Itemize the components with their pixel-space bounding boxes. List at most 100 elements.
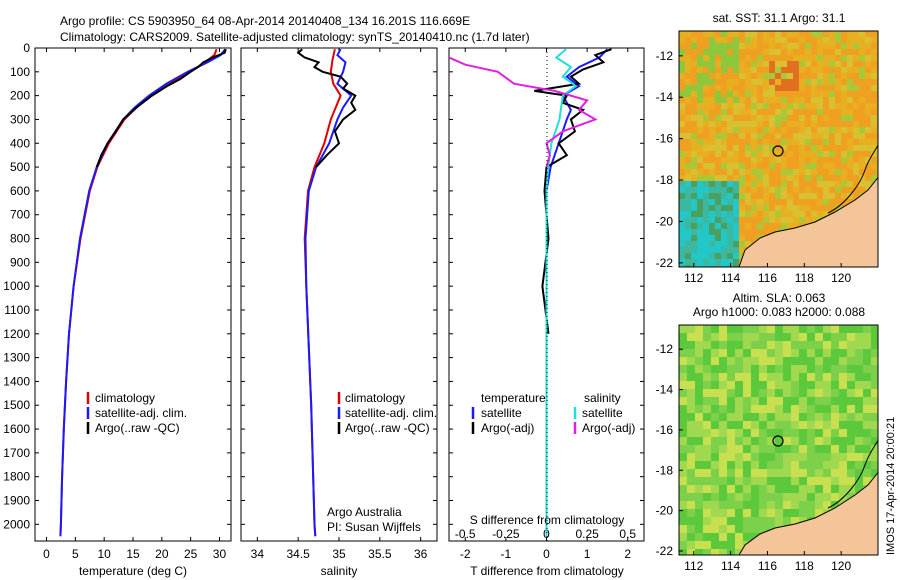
sst-cell xyxy=(745,205,751,211)
difference-series xyxy=(449,48,612,537)
sst-cell xyxy=(805,55,811,61)
sla-cell xyxy=(679,429,687,437)
sst-cell xyxy=(787,223,793,229)
sst-cell xyxy=(727,241,733,247)
sst-cell xyxy=(745,103,751,109)
sst-cell xyxy=(727,247,733,253)
sst-cell xyxy=(763,145,769,151)
sst-cell xyxy=(853,79,859,85)
sla-cell xyxy=(695,325,703,333)
sst-cell xyxy=(787,133,793,139)
sst-cell xyxy=(871,163,877,169)
sst-cell xyxy=(835,205,841,211)
sst-cell xyxy=(847,79,853,85)
sla-cell xyxy=(687,405,695,413)
sst-cell xyxy=(685,55,691,61)
sst-cell xyxy=(715,265,721,267)
sla-cell xyxy=(783,477,791,485)
sla-cell xyxy=(703,477,711,485)
sst-cell xyxy=(721,175,727,181)
sla-cell xyxy=(751,453,759,461)
sst-cell xyxy=(703,193,709,199)
sst-cell xyxy=(727,163,733,169)
sla-cell xyxy=(679,485,687,493)
sla-cell xyxy=(839,373,847,381)
sst-cell xyxy=(835,145,841,151)
sst-cell xyxy=(691,73,697,79)
sla-cell xyxy=(807,365,815,373)
sla-cell xyxy=(831,485,839,493)
sla-cell xyxy=(751,405,759,413)
sst-cell xyxy=(847,97,853,103)
sst-cell xyxy=(811,115,817,121)
sst-cell xyxy=(811,169,817,175)
sst-cell xyxy=(793,43,799,49)
sst-cell xyxy=(685,169,691,175)
sst-cell xyxy=(757,43,763,49)
sst-cell xyxy=(745,115,751,121)
sst-cell xyxy=(679,55,685,61)
sst-cell xyxy=(817,175,823,181)
sst-cell xyxy=(841,109,847,115)
sst-cell xyxy=(859,169,865,175)
sla-cell xyxy=(743,357,751,365)
sst-cell xyxy=(697,91,703,97)
sla-cell xyxy=(679,501,687,509)
sst-cell xyxy=(865,127,871,133)
difference-ticks: -2 -1 0 1 2-0.5 -0.25 0 0.25 0.5 xyxy=(449,47,644,561)
sst-cell xyxy=(745,235,751,241)
x-tick-label: 15 xyxy=(126,547,140,561)
sst-cell xyxy=(703,49,709,55)
sst-cell xyxy=(871,169,877,175)
depth-tick-label: 2000 xyxy=(3,517,30,531)
depth-tick-label: 1200 xyxy=(3,327,30,341)
sst-cell xyxy=(733,145,739,151)
sst-cell xyxy=(775,223,781,229)
sla-cell xyxy=(815,397,823,405)
sst-cell xyxy=(775,139,781,145)
sst-cell xyxy=(685,73,691,79)
sst-cell xyxy=(757,115,763,121)
sst-cell xyxy=(745,67,751,73)
sst-cell xyxy=(733,133,739,139)
sst-cell xyxy=(787,37,793,43)
salinity-xlabel: salinity xyxy=(321,564,358,578)
sst-cell xyxy=(715,163,721,169)
sst-cell xyxy=(679,181,685,187)
sla-cell xyxy=(727,333,735,341)
sst-cell xyxy=(733,115,739,121)
map-x-tick-label: 120 xyxy=(831,271,851,285)
sst-cell xyxy=(775,115,781,121)
sla-cell xyxy=(695,445,703,453)
sst-cell xyxy=(841,151,847,157)
sst-cell xyxy=(697,229,703,235)
sla-map-frame xyxy=(678,324,879,556)
sst-cell xyxy=(799,163,805,169)
sla-cell xyxy=(855,421,863,429)
sla-cell xyxy=(695,477,703,485)
sst-cell xyxy=(739,31,745,37)
sst-cell xyxy=(865,163,871,169)
salinity-series xyxy=(296,48,357,537)
sla-cell xyxy=(687,509,695,517)
sst-cell xyxy=(805,199,811,205)
sst-cell xyxy=(805,205,811,211)
sla-cell xyxy=(759,357,767,365)
sla-cell xyxy=(735,501,743,509)
sst-cell xyxy=(811,91,817,97)
sst-cell xyxy=(703,115,709,121)
sla-cell xyxy=(791,437,799,445)
sla-cell xyxy=(767,349,775,357)
map-y-tick-label: -12 xyxy=(656,49,674,63)
sst-cell xyxy=(805,31,811,37)
sst-cell xyxy=(787,109,793,115)
sst-cell xyxy=(685,91,691,97)
sst-cell xyxy=(823,145,829,151)
sla-cell xyxy=(807,485,815,493)
sla-cell xyxy=(847,381,855,389)
sla-cell xyxy=(855,429,863,437)
map-y-tick-label: -12 xyxy=(656,342,674,356)
sla-cell xyxy=(687,461,695,469)
sla-cell xyxy=(719,357,727,365)
sst-cell xyxy=(793,157,799,163)
